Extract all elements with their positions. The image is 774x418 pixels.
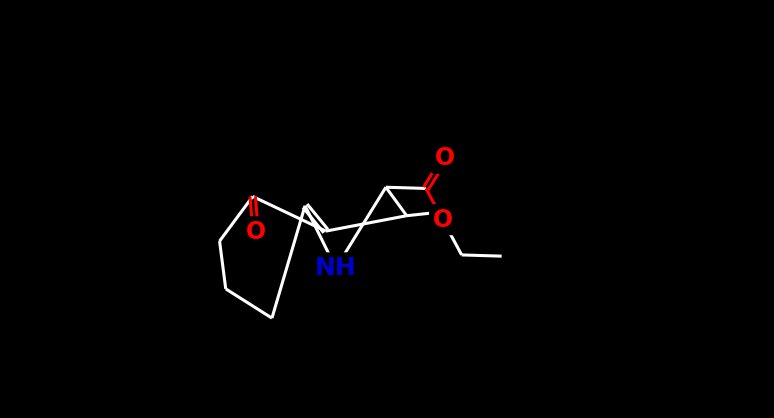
Text: O: O: [434, 146, 454, 170]
Text: O: O: [245, 220, 265, 244]
Text: NH: NH: [315, 256, 357, 280]
Text: O: O: [433, 208, 453, 232]
